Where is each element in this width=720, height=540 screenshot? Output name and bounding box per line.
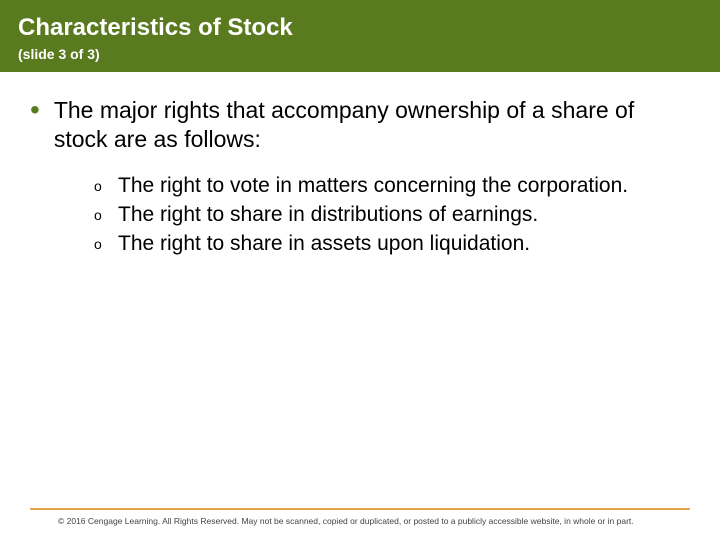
slide-title: Characteristics of Stock <box>18 14 702 42</box>
bullet-icon: • <box>30 100 40 120</box>
list-item: o The right to share in assets upon liqu… <box>94 230 690 257</box>
sub-list: o The right to vote in matters concernin… <box>94 172 690 258</box>
sub-text: The right to vote in matters concerning … <box>118 172 628 199</box>
slide-header: Characteristics of Stock (slide 3 of 3) <box>0 0 720 72</box>
slide-subtitle: (slide 3 of 3) <box>18 46 702 62</box>
sub-text: The right to share in assets upon liquid… <box>118 230 530 257</box>
slide-footer: © 2016 Cengage Learning. All Rights Rese… <box>0 508 720 526</box>
sub-marker: o <box>94 236 104 252</box>
sub-marker: o <box>94 178 104 194</box>
slide-content: • The major rights that accompany owners… <box>0 72 720 269</box>
footer-divider <box>30 508 690 510</box>
list-item: o The right to vote in matters concernin… <box>94 172 690 199</box>
main-text: The major rights that accompany ownershi… <box>54 96 690 154</box>
sub-text: The right to share in distributions of e… <box>118 201 538 228</box>
sub-marker: o <box>94 207 104 223</box>
list-item: o The right to share in distributions of… <box>94 201 690 228</box>
main-bullet-row: • The major rights that accompany owners… <box>30 96 690 154</box>
copyright-text: © 2016 Cengage Learning. All Rights Rese… <box>30 516 690 526</box>
